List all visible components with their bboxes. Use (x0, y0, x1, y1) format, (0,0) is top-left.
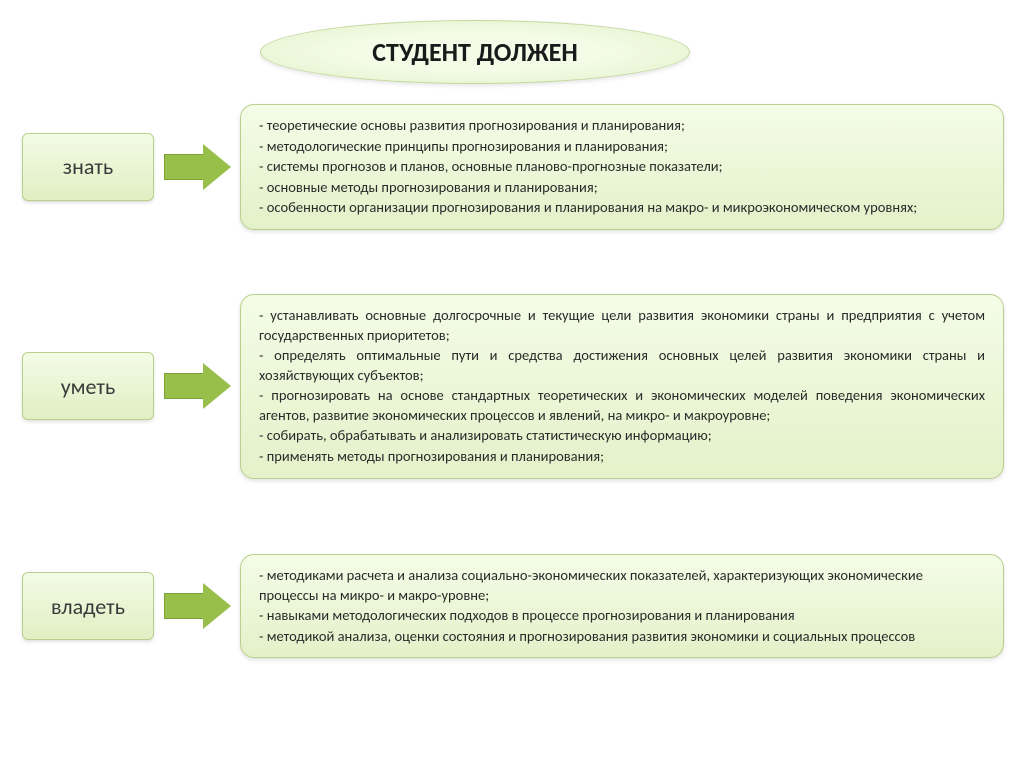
list-item: - особенности организации прогнозировани… (259, 198, 985, 218)
list-item: - методологические принципы прогнозирова… (259, 137, 985, 157)
list-item: - навыками методологических подходов в п… (259, 606, 985, 626)
page-title: СТУДЕНТ ДОЛЖЕН (372, 36, 578, 68)
label-able: уметь (22, 352, 154, 420)
content-know: - теоретические основы развития прогнози… (240, 104, 1004, 230)
label-master: владеть (22, 572, 154, 640)
label-master-text: владеть (51, 593, 125, 620)
row-master: владеть - методиками расчета и анализа с… (22, 554, 1004, 658)
list-item: - собирать, обрабатывать и анализировать… (259, 426, 985, 446)
list-item: - устанавливать основные долгосрочные и … (259, 306, 985, 345)
list-item: - основные методы прогнозирования и план… (259, 178, 985, 198)
arrow-icon (164, 144, 234, 190)
row-able: уметь - устанавливать основные долгосроч… (22, 294, 1004, 479)
row-know: знать - теоретические основы развития пр… (22, 104, 1004, 230)
arrow-icon (164, 583, 234, 629)
list-item: - прогнозировать на основе стандартных т… (259, 386, 985, 425)
label-know-text: знать (63, 153, 113, 180)
arrow-icon (164, 363, 234, 409)
list-item: - методикой анализа, оценки состояния и … (259, 627, 985, 647)
list-item: - теоретические основы развития прогнози… (259, 116, 985, 136)
list-item: - системы прогнозов и планов, основные п… (259, 157, 985, 177)
content-master: - методиками расчета и анализа социально… (240, 554, 1004, 658)
list-item: - применять методы прогнозирования и пла… (259, 447, 985, 467)
label-know: знать (22, 133, 154, 201)
content-able: - устанавливать основные долгосрочные и … (240, 294, 1004, 479)
label-able-text: уметь (61, 373, 115, 400)
title-ellipse: СТУДЕНТ ДОЛЖЕН (260, 20, 690, 84)
list-item: - методиками расчета и анализа социально… (259, 566, 985, 605)
list-item: - определять оптимальные пути и средства… (259, 346, 985, 385)
